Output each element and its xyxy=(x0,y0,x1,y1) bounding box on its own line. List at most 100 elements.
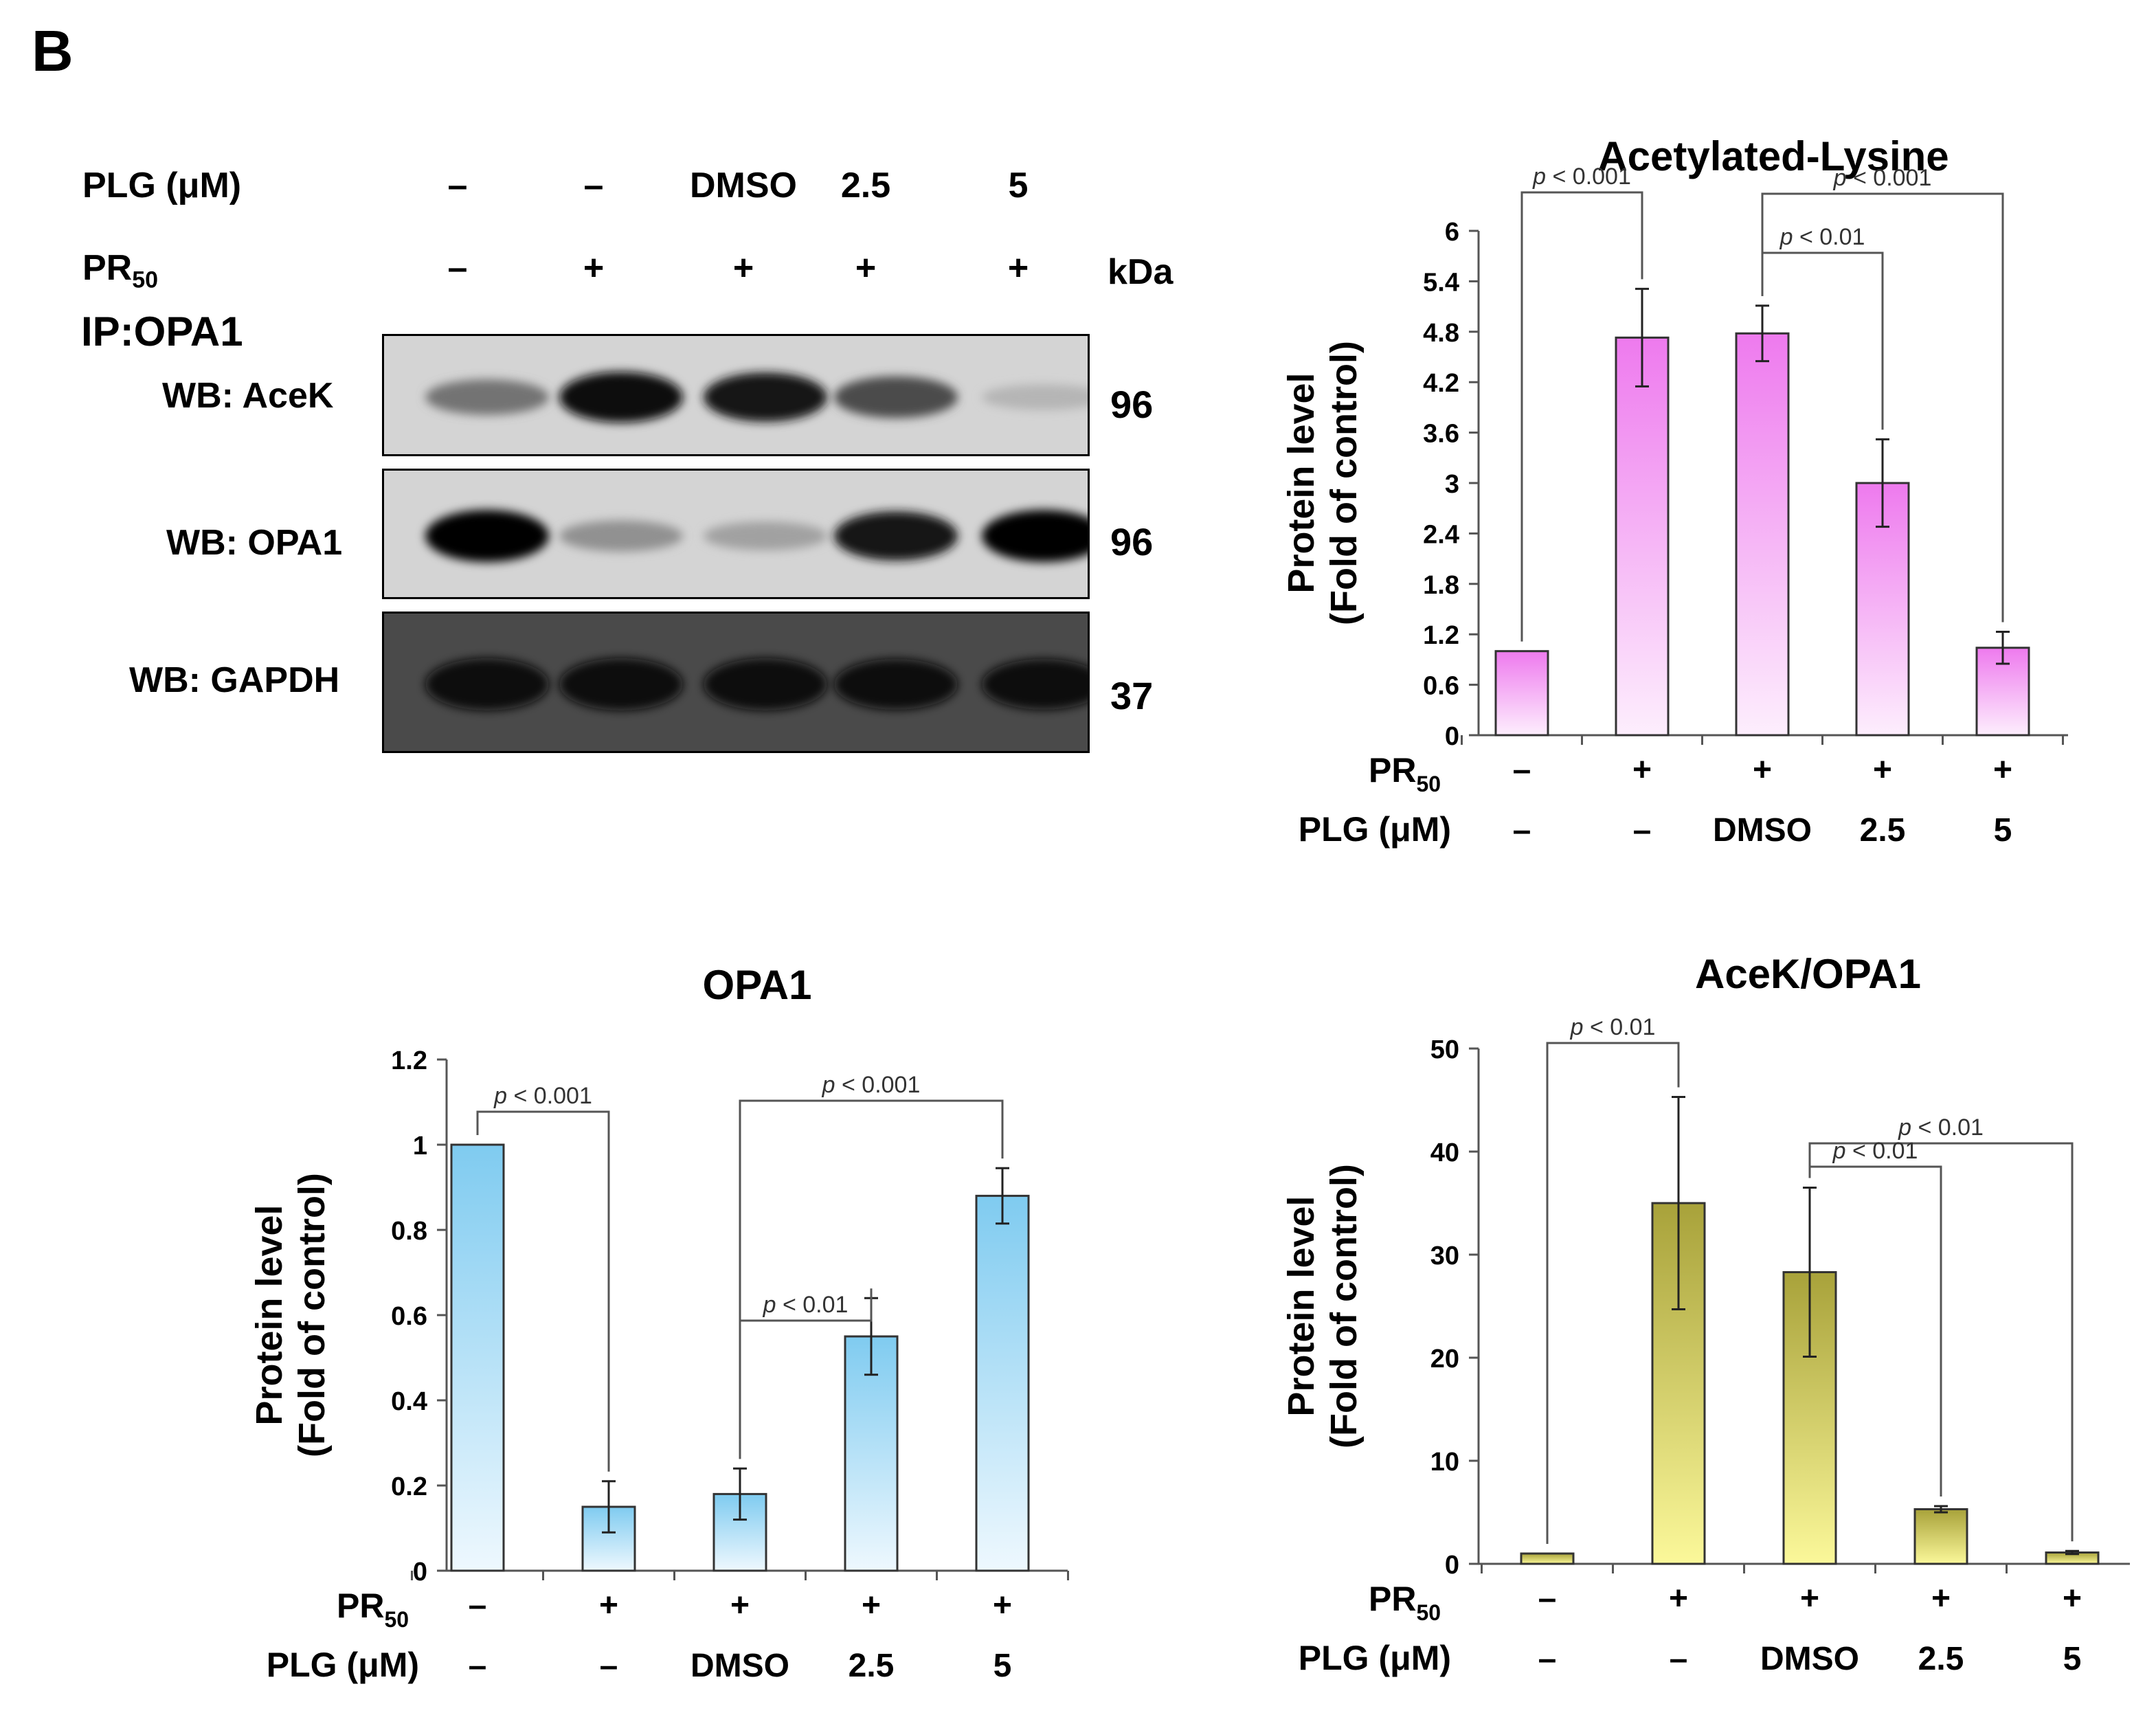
pr-condition-value: + xyxy=(1993,752,2012,788)
plg-condition-value: 2.5 xyxy=(849,1648,895,1684)
panel-letter: B xyxy=(32,19,74,83)
y-tick-label: 0 xyxy=(1445,1551,1459,1580)
y-tick-label: 0.6 xyxy=(391,1302,427,1331)
pr-condition-value: + xyxy=(1873,752,1892,788)
blot-band xyxy=(982,659,1088,710)
pr-condition-value: + xyxy=(2063,1580,2082,1617)
significance-label: p < 0.001 xyxy=(1532,164,1631,190)
y-tick-label: 1.8 xyxy=(1423,571,1459,600)
plg-condition-value: DMSO xyxy=(1760,1641,1859,1677)
blot-ip-label: IP:OPA1 xyxy=(81,309,243,355)
pr-condition-label: PR50 xyxy=(337,1587,409,1632)
significance-label: p < 0.001 xyxy=(493,1083,592,1109)
pr-condition-value: + xyxy=(599,1587,618,1624)
blot-mw-opa1: 96 xyxy=(1110,520,1154,563)
y-axis-label-units: (Fold of control) xyxy=(1323,341,1365,625)
blot-band xyxy=(982,510,1088,562)
y-axis-label: Protein level xyxy=(249,1204,290,1425)
bar xyxy=(450,1143,505,1572)
chart-title: OPA1 xyxy=(703,962,812,1008)
chart-title: AceK/OPA1 xyxy=(1695,951,1921,997)
bar xyxy=(1913,1508,1968,1565)
significance-label: p < 0.01 xyxy=(1832,1138,1918,1164)
blot-band xyxy=(559,372,683,423)
y-tick-label: 1 xyxy=(413,1132,427,1161)
y-tick-label: 2.4 xyxy=(1423,520,1459,549)
y-tick-label: 30 xyxy=(1430,1242,1459,1270)
y-tick-label: 3 xyxy=(1445,470,1459,499)
chart-acetylated-lysine: Acetylated-Lysine Protein level (Fold of c… xyxy=(1281,133,2068,849)
plg-condition-value: – xyxy=(1633,812,1652,849)
bar xyxy=(975,1194,1030,1572)
blot-pr-label: PR50 xyxy=(82,247,158,293)
blot-pr-cell: + xyxy=(1007,248,1029,288)
blot-pr-cell: – xyxy=(447,248,468,288)
plg-condition-value: – xyxy=(1670,1641,1688,1677)
blot-row-label-gapdh: WB: GAPDH xyxy=(129,660,340,700)
significance-bracket xyxy=(476,1110,610,1472)
y-axis-label: Protein level xyxy=(1281,1196,1322,1416)
significance-bracket xyxy=(739,1099,1004,1459)
y-tick-label: 4.2 xyxy=(1423,369,1459,398)
significance-label: p < 0.001 xyxy=(1833,165,1932,191)
blot-band xyxy=(559,658,683,710)
y-tick-label: 6 xyxy=(1445,218,1459,247)
significance-bracket xyxy=(1546,1042,1680,1544)
blot-band xyxy=(425,510,549,562)
bar xyxy=(1494,650,1549,737)
y-tick-label: 1.2 xyxy=(391,1046,427,1075)
pr-condition-value: + xyxy=(1800,1580,1819,1617)
y-tick-label: 50 xyxy=(1430,1035,1459,1064)
y-tick-label: 0.6 xyxy=(1423,672,1459,701)
plg-condition-value: 2.5 xyxy=(1860,812,1906,849)
plg-condition-value: – xyxy=(469,1648,487,1684)
pr-condition-value: + xyxy=(1931,1580,1951,1617)
y-tick-label: 1.2 xyxy=(1423,621,1459,650)
plg-condition-value: 2.5 xyxy=(1918,1641,1964,1677)
pr-condition-value: + xyxy=(1632,752,1652,788)
pr-condition-value: + xyxy=(730,1587,750,1624)
y-tick-label: 0.2 xyxy=(391,1472,427,1501)
blot-band xyxy=(425,379,549,415)
blot-plg-cell: 2.5 xyxy=(840,166,891,205)
blot-band xyxy=(834,511,958,561)
y-tick-label: 40 xyxy=(1430,1139,1459,1167)
blot-pr-cell: + xyxy=(855,248,877,288)
blot-image-acek xyxy=(382,334,1090,456)
bar xyxy=(1615,336,1670,737)
plg-condition-label: PLG (μM) xyxy=(1299,810,1451,849)
blot-pr-cell: + xyxy=(732,248,754,288)
blot-plg-cell: – xyxy=(447,166,468,205)
chart-acek-opa1: AceK/OPA1 Protein level (Fold of control) 0… xyxy=(1281,951,2130,1677)
y-tick-label: 0 xyxy=(413,1558,427,1587)
pr-condition-label: PR50 xyxy=(1369,1580,1441,1625)
y-tick-label: 20 xyxy=(1430,1345,1459,1374)
significance-bracket xyxy=(1808,1142,2074,1542)
plg-condition-value: 5 xyxy=(2063,1641,2082,1677)
plg-condition-value: – xyxy=(1513,812,1531,849)
plg-condition-value: – xyxy=(600,1648,618,1684)
significance-label: p < 0.001 xyxy=(822,1072,921,1098)
significance-label: p < 0.01 xyxy=(1779,224,1865,250)
plg-condition-value: 5 xyxy=(993,1648,1012,1684)
blot-mw-gapdh: 37 xyxy=(1110,674,1154,717)
blot-row-label-opa1: WB: OPA1 xyxy=(166,523,343,563)
y-axis-label-units: (Fold of control) xyxy=(1323,1164,1365,1448)
plg-condition-value: DMSO xyxy=(1713,812,1812,849)
plg-condition-label: PLG (μM) xyxy=(267,1646,419,1684)
pr-condition-value: + xyxy=(862,1587,881,1624)
bar xyxy=(1735,332,1790,737)
pr-condition-value: + xyxy=(993,1587,1012,1624)
y-tick-label: 0.4 xyxy=(391,1387,427,1416)
blot-row-label-acek: WB: AceK xyxy=(162,376,334,416)
y-tick-label: 4.8 xyxy=(1423,319,1459,348)
blot-plg-cell: DMSO xyxy=(690,166,797,205)
significance-label: p < 0.01 xyxy=(1898,1114,1984,1141)
significance-bracket xyxy=(1520,191,1643,642)
pr-condition-value: + xyxy=(1753,752,1772,788)
blot-image-gapdh xyxy=(382,612,1090,753)
chart-title: Acetylated-Lysine xyxy=(1597,133,1949,179)
blot-mw-acek: 96 xyxy=(1110,383,1154,426)
blot-pr-subscript: 50 xyxy=(132,267,159,293)
blot-band xyxy=(704,522,827,550)
